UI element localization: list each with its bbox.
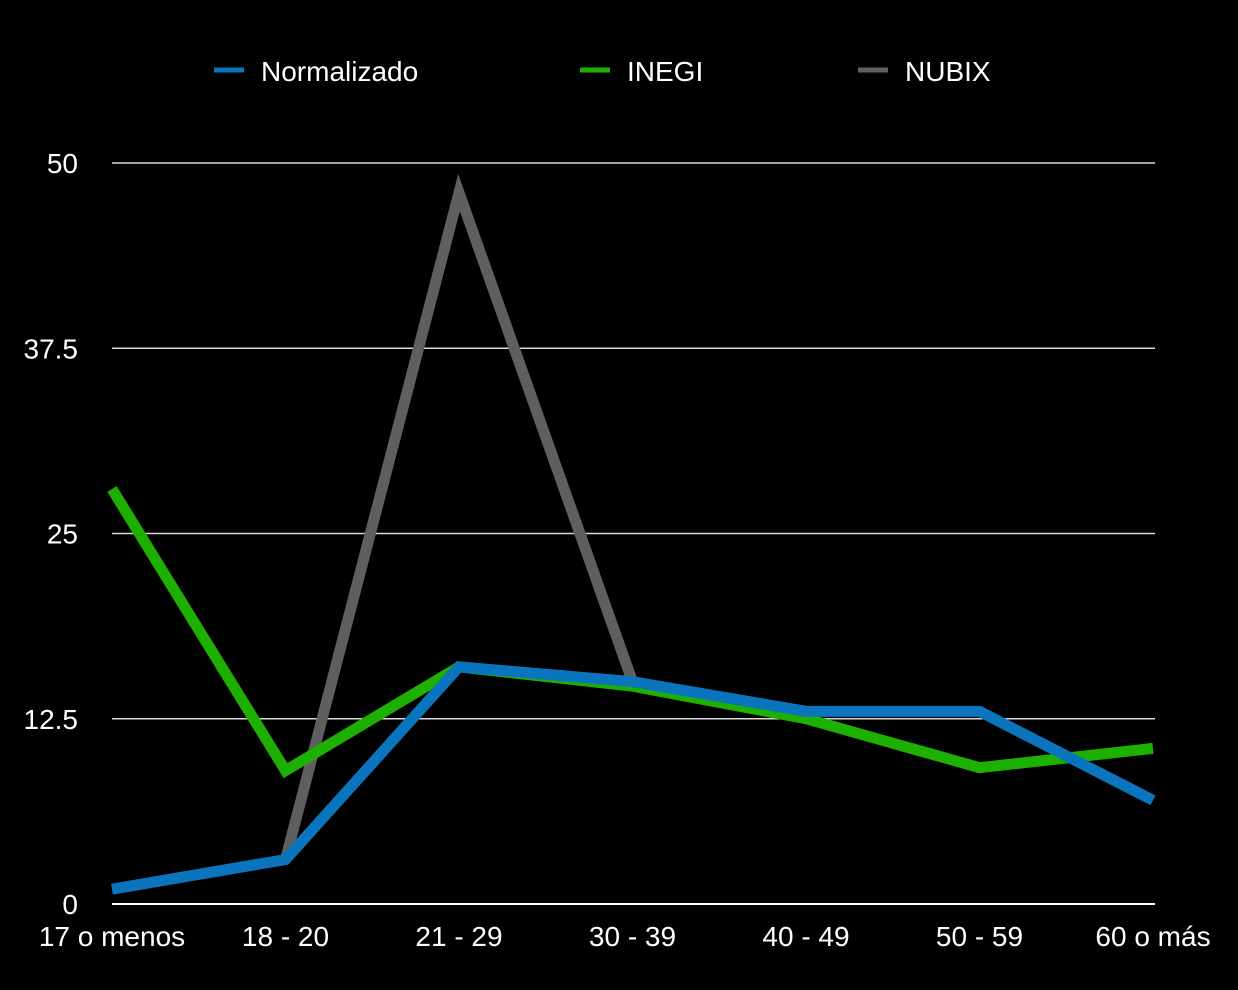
y-tick-label: 25 [47,519,78,550]
gridlines [112,162,1155,720]
y-tick-label: 37.5 [24,333,79,364]
x-axis-tick-labels: 17 o menos 18 - 20 21 - 29 30 - 39 40 - 49 50… [39,921,1211,952]
series-line-nubix [280,173,638,861]
x-tick-label: 30 - 39 [589,921,676,952]
legend-item-normalizado: Normalizado [214,56,418,87]
y-tick-label: 50 [47,148,78,179]
x-tick-label: 21 - 29 [415,921,502,952]
x-tick-label: 18 - 20 [242,921,329,952]
x-tick-label: 60 o más [1095,921,1210,952]
y-tick-label: 12.5 [24,704,79,735]
x-tick-label: 40 - 49 [762,921,849,952]
legend-item-inegi: INEGI [580,56,703,87]
legend-label: NUBIX [905,56,991,87]
legend-item-nubix: NUBIX [858,56,991,87]
series-lines [107,173,1156,895]
legend: Normalizado INEGI NUBIX [214,56,991,87]
legend-label: INEGI [627,56,703,87]
x-tick-label: 50 - 59 [936,921,1023,952]
legend-label: Normalizado [261,56,418,87]
series-line-normalizado [111,661,1156,895]
x-tick-label: 17 o menos [39,921,185,952]
series-line-inegi [107,486,1154,779]
y-tick-label: 0 [62,889,78,920]
y-axis-tick-labels: 0 12.5 25 37.5 50 [24,148,79,920]
